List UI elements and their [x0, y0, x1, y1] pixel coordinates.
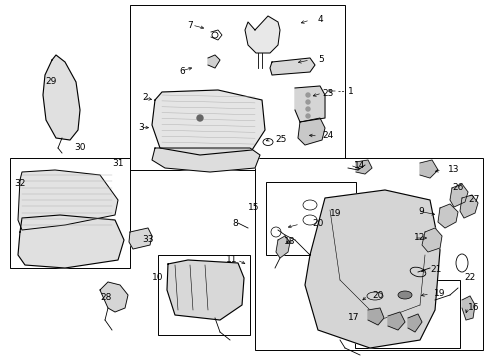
- Bar: [265, 182, 355, 255]
- Bar: [130, 5, 345, 170]
- Text: 24: 24: [321, 131, 332, 140]
- Text: 10: 10: [151, 274, 163, 283]
- Text: 6: 6: [179, 67, 184, 76]
- Bar: [254, 158, 482, 350]
- Text: 5: 5: [317, 55, 323, 64]
- Text: 17: 17: [347, 314, 358, 323]
- Text: 14: 14: [353, 161, 365, 170]
- Polygon shape: [387, 312, 404, 330]
- Bar: [10, 158, 130, 268]
- Polygon shape: [355, 160, 371, 174]
- Polygon shape: [459, 195, 477, 218]
- Text: 19: 19: [433, 289, 445, 298]
- Polygon shape: [421, 228, 441, 252]
- Text: 25: 25: [274, 135, 286, 144]
- Polygon shape: [152, 90, 264, 155]
- Text: 30: 30: [74, 144, 85, 153]
- Circle shape: [305, 107, 309, 111]
- Polygon shape: [18, 170, 118, 230]
- Polygon shape: [437, 204, 457, 228]
- Text: 3: 3: [138, 122, 143, 131]
- Text: 2: 2: [142, 94, 148, 103]
- Polygon shape: [100, 282, 128, 312]
- Text: 29: 29: [45, 77, 56, 86]
- Polygon shape: [43, 55, 80, 140]
- Polygon shape: [305, 190, 439, 348]
- Text: 1: 1: [347, 86, 353, 95]
- Text: 11: 11: [225, 256, 237, 265]
- Polygon shape: [129, 228, 152, 249]
- Text: 8: 8: [232, 219, 238, 228]
- Text: 33: 33: [142, 235, 153, 244]
- Polygon shape: [18, 215, 124, 268]
- Text: 18: 18: [283, 238, 294, 247]
- Text: 20: 20: [311, 220, 323, 229]
- Text: 13: 13: [447, 166, 459, 175]
- Text: 32: 32: [14, 179, 25, 188]
- Polygon shape: [294, 86, 325, 122]
- Text: 16: 16: [467, 302, 479, 311]
- Polygon shape: [275, 236, 289, 258]
- Text: 26: 26: [451, 184, 463, 193]
- Circle shape: [305, 100, 309, 104]
- Text: 22: 22: [463, 274, 474, 283]
- Text: 20: 20: [371, 292, 383, 301]
- Polygon shape: [269, 58, 314, 75]
- Polygon shape: [244, 16, 280, 53]
- Polygon shape: [407, 314, 421, 332]
- Polygon shape: [449, 184, 467, 207]
- Ellipse shape: [397, 291, 411, 299]
- Text: 7: 7: [186, 21, 192, 30]
- Polygon shape: [152, 148, 260, 172]
- Bar: [158, 255, 249, 335]
- Circle shape: [305, 114, 309, 118]
- Text: 9: 9: [417, 207, 423, 216]
- Text: 19: 19: [329, 208, 340, 217]
- Polygon shape: [419, 160, 437, 178]
- Text: 27: 27: [467, 195, 478, 204]
- Polygon shape: [461, 296, 474, 320]
- Text: 23: 23: [321, 89, 333, 98]
- Polygon shape: [167, 260, 244, 320]
- Bar: [354, 280, 459, 348]
- Text: 21: 21: [429, 266, 441, 274]
- Text: 4: 4: [317, 15, 323, 24]
- Text: 12: 12: [413, 234, 425, 243]
- Polygon shape: [207, 55, 220, 68]
- Circle shape: [197, 115, 203, 121]
- Text: 28: 28: [100, 293, 111, 302]
- Text: 15: 15: [247, 203, 259, 212]
- Circle shape: [305, 93, 309, 97]
- Text: 31: 31: [112, 159, 123, 168]
- Polygon shape: [367, 308, 383, 325]
- Polygon shape: [297, 118, 325, 145]
